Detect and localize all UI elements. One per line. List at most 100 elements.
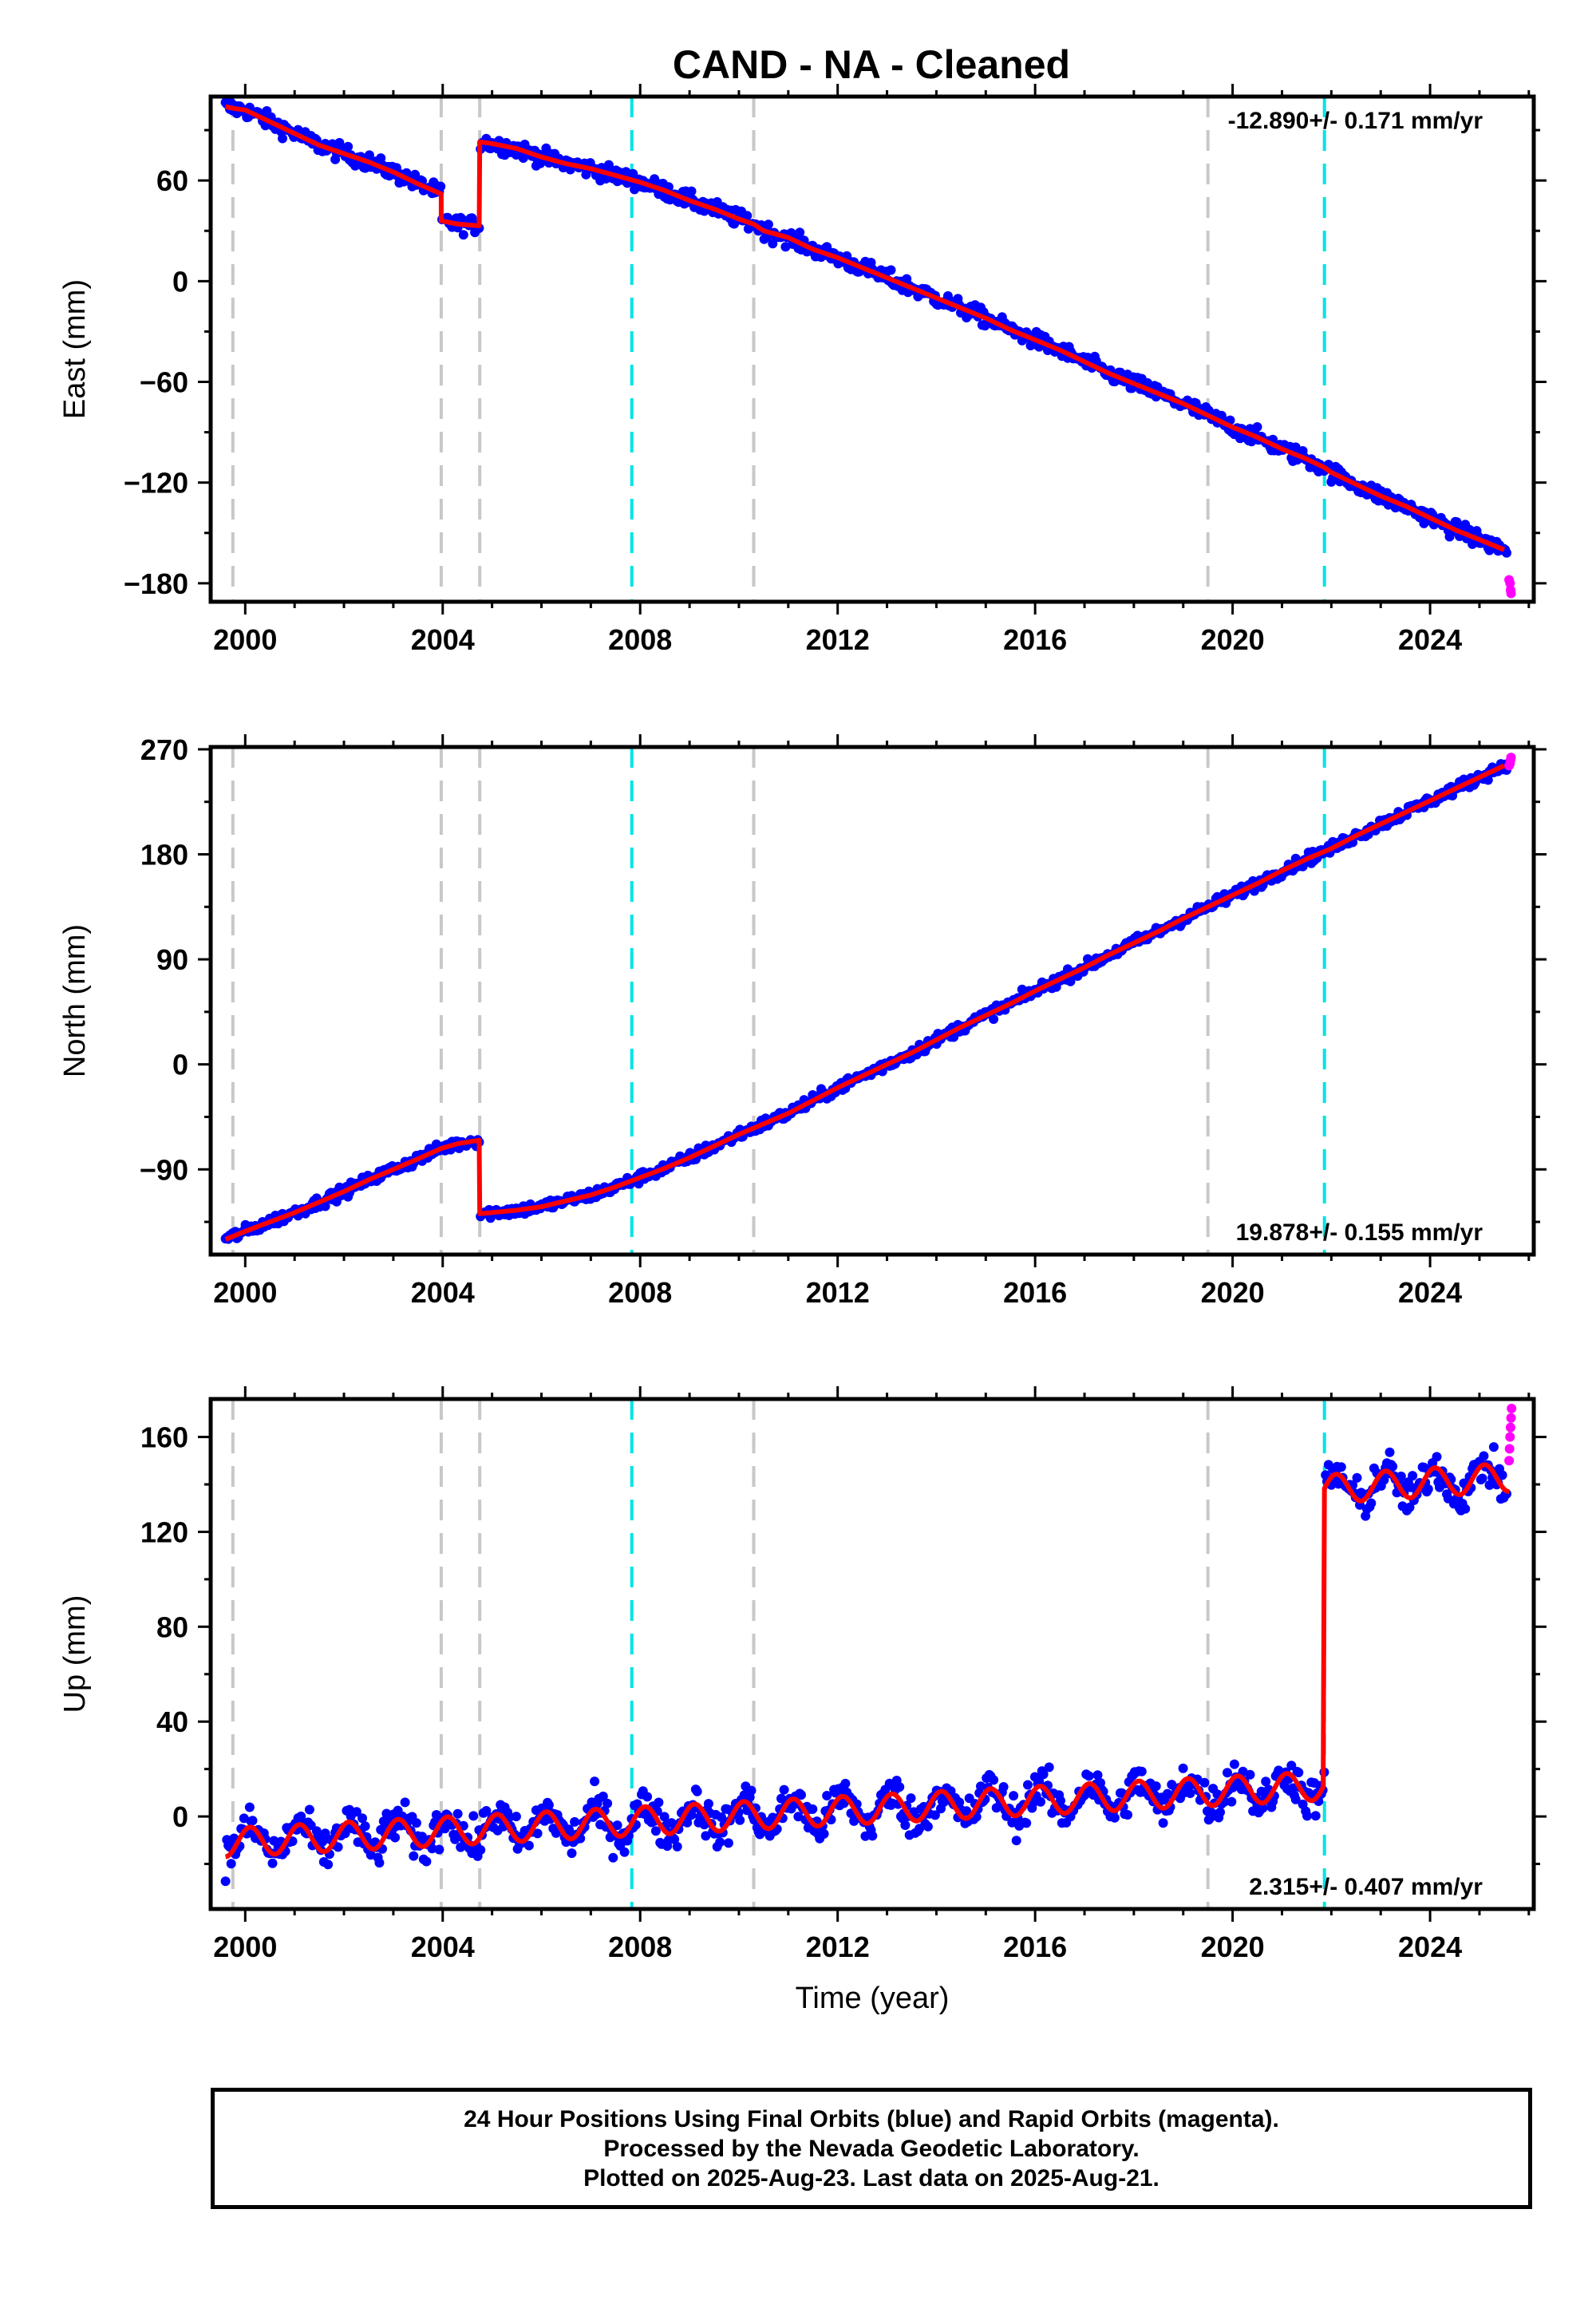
up-final-orbit-point	[1136, 1766, 1147, 1777]
up-final-orbit-point	[703, 1799, 713, 1809]
east-x-tick-label: 2000	[213, 623, 277, 656]
east-x-tick-label: 2020	[1201, 623, 1265, 656]
up-final-orbit-point	[296, 1811, 306, 1821]
up-final-orbit-point	[1178, 1763, 1188, 1773]
up-final-orbit-point	[468, 1811, 479, 1821]
up-final-orbit-point	[682, 1817, 693, 1828]
up-plot-frame	[208, 1397, 1536, 1911]
east-x-tick-label: 2016	[1003, 623, 1067, 656]
up-final-orbit-point	[1092, 1770, 1103, 1780]
up-rate-label: 2.315+/- 0.407 mm/yr	[1249, 1874, 1483, 1900]
up-y-axis-label: Up (mm)	[58, 1595, 92, 1713]
north-y-tick-label: 0	[172, 1049, 188, 1081]
up-final-orbit-point	[1009, 1791, 1019, 1801]
east-final-orbit-point	[768, 239, 778, 249]
up-final-orbit-point	[1021, 1818, 1032, 1828]
up-final-orbit-point	[1408, 1471, 1418, 1481]
up-final-orbit-point	[1310, 1811, 1321, 1821]
up-final-orbit-point	[699, 1820, 709, 1830]
up-final-orbit-point	[822, 1791, 832, 1800]
up-final-orbit-point	[793, 1812, 804, 1822]
north-x-tick-label: 2012	[806, 1276, 870, 1309]
up-final-orbit-point	[619, 1847, 630, 1857]
up-rapid-orbit-point	[1505, 1422, 1515, 1433]
up-x-tick-label: 2004	[411, 1931, 475, 1963]
north-final-orbit-point	[320, 1201, 330, 1211]
north-rapid-orbit-point	[1506, 753, 1516, 763]
up-final-orbit-point	[390, 1832, 401, 1843]
up-final-orbit-point	[1151, 1781, 1161, 1792]
up-final-orbit-point	[1477, 1473, 1487, 1484]
up-final-orbit-point	[672, 1841, 682, 1852]
up-final-orbit-point	[976, 1781, 986, 1792]
north-y-tick-label: −90	[140, 1153, 188, 1186]
east-y-tick-label: 0	[172, 265, 188, 298]
up-final-orbit-point	[567, 1848, 577, 1859]
up-final-orbit-point	[612, 1820, 622, 1831]
up-final-orbit-point	[779, 1784, 789, 1795]
up-final-orbit-point	[1038, 1769, 1049, 1780]
north-final-orbit-point	[989, 1014, 999, 1024]
up-final-orbit-point	[989, 1775, 999, 1785]
north-final-orbit-point	[1483, 775, 1493, 785]
east-x-tick-label: 2004	[411, 623, 475, 656]
up-final-orbit-point	[244, 1802, 255, 1812]
up-final-orbit-point	[400, 1797, 410, 1808]
up-final-orbit-point	[715, 1837, 725, 1848]
figure-title: CAND - NA - Cleaned	[673, 42, 1070, 87]
up-final-orbit-point	[1227, 1796, 1237, 1807]
north-y-tick-label: 90	[156, 943, 188, 976]
up-final-orbit-point	[650, 1826, 661, 1836]
up-final-orbit-point	[1288, 1783, 1298, 1793]
north-rate-label: 19.878+/- 0.155 mm/yr	[1236, 1219, 1483, 1246]
up-final-orbit-point	[735, 1815, 745, 1825]
up-final-orbit-point	[411, 1818, 421, 1828]
east-y-tick-label: 60	[156, 164, 188, 197]
up-final-orbit-point	[323, 1860, 334, 1870]
up-y-tick-label: 0	[172, 1800, 188, 1833]
north-x-tick-label: 2008	[608, 1276, 672, 1309]
up-final-orbit-point	[452, 1808, 463, 1819]
up-final-orbit-point	[701, 1831, 711, 1841]
up-final-orbit-point	[511, 1812, 521, 1822]
up-y-tick-label: 160	[140, 1421, 188, 1454]
up-final-orbit-point	[304, 1804, 314, 1815]
footer-line-processor: Processed by the Nevada Geodetic Laborat…	[603, 2135, 1140, 2162]
up-final-orbit-point	[867, 1831, 878, 1841]
up-final-orbit-point	[1286, 1761, 1297, 1771]
up-final-orbit-point	[333, 1842, 343, 1852]
up-final-orbit-point	[1084, 1771, 1094, 1781]
up-final-orbit-point	[692, 1786, 702, 1796]
up-final-orbit-point	[1215, 1807, 1225, 1817]
north-x-tick-label: 2016	[1003, 1276, 1067, 1309]
east-final-orbit-point	[343, 141, 354, 152]
up-final-orbit-point	[608, 1852, 618, 1863]
up-final-orbit-point	[819, 1828, 829, 1839]
east-rate-label: -12.890+/- 0.171 mm/yr	[1228, 108, 1483, 134]
up-final-orbit-point	[1432, 1452, 1442, 1462]
up-final-orbit-point	[1385, 1447, 1395, 1457]
north-x-tick-label: 2000	[213, 1276, 277, 1309]
up-final-orbit-point	[351, 1807, 361, 1817]
up-final-orbit-point	[1123, 1810, 1132, 1820]
up-final-orbit-point	[895, 1782, 905, 1792]
up-final-orbit-point	[1404, 1502, 1415, 1512]
up-final-orbit-point	[1497, 1470, 1507, 1480]
up-final-orbit-point	[1109, 1812, 1120, 1823]
east-final-orbit-point	[364, 150, 374, 160]
up-y-tick-label: 40	[156, 1705, 188, 1738]
up-final-orbit-point	[659, 1812, 670, 1822]
up-panel: 2000 2004 2008 2012 2016 2020 202404080120160 …	[58, 1386, 1547, 2015]
up-final-orbit-point	[523, 1840, 534, 1851]
up-final-orbit-point	[1396, 1471, 1406, 1481]
up-final-orbit-point	[421, 1856, 432, 1867]
up-final-orbit-point	[1258, 1803, 1268, 1813]
up-final-orbit-point	[1366, 1498, 1377, 1508]
north-panel: 2000 2004 2008 2012 2016 2020 2024 −90 0 90 180 270…	[58, 733, 1547, 1309]
north-y-tick-label: 180	[140, 839, 188, 871]
east-final-orbit-point	[1252, 422, 1262, 432]
up-x-tick-label: 2020	[1201, 1931, 1265, 1963]
up-final-orbit-point	[808, 1804, 818, 1814]
up-final-orbit-point	[1223, 1768, 1232, 1778]
up-final-orbit-point	[776, 1793, 786, 1804]
